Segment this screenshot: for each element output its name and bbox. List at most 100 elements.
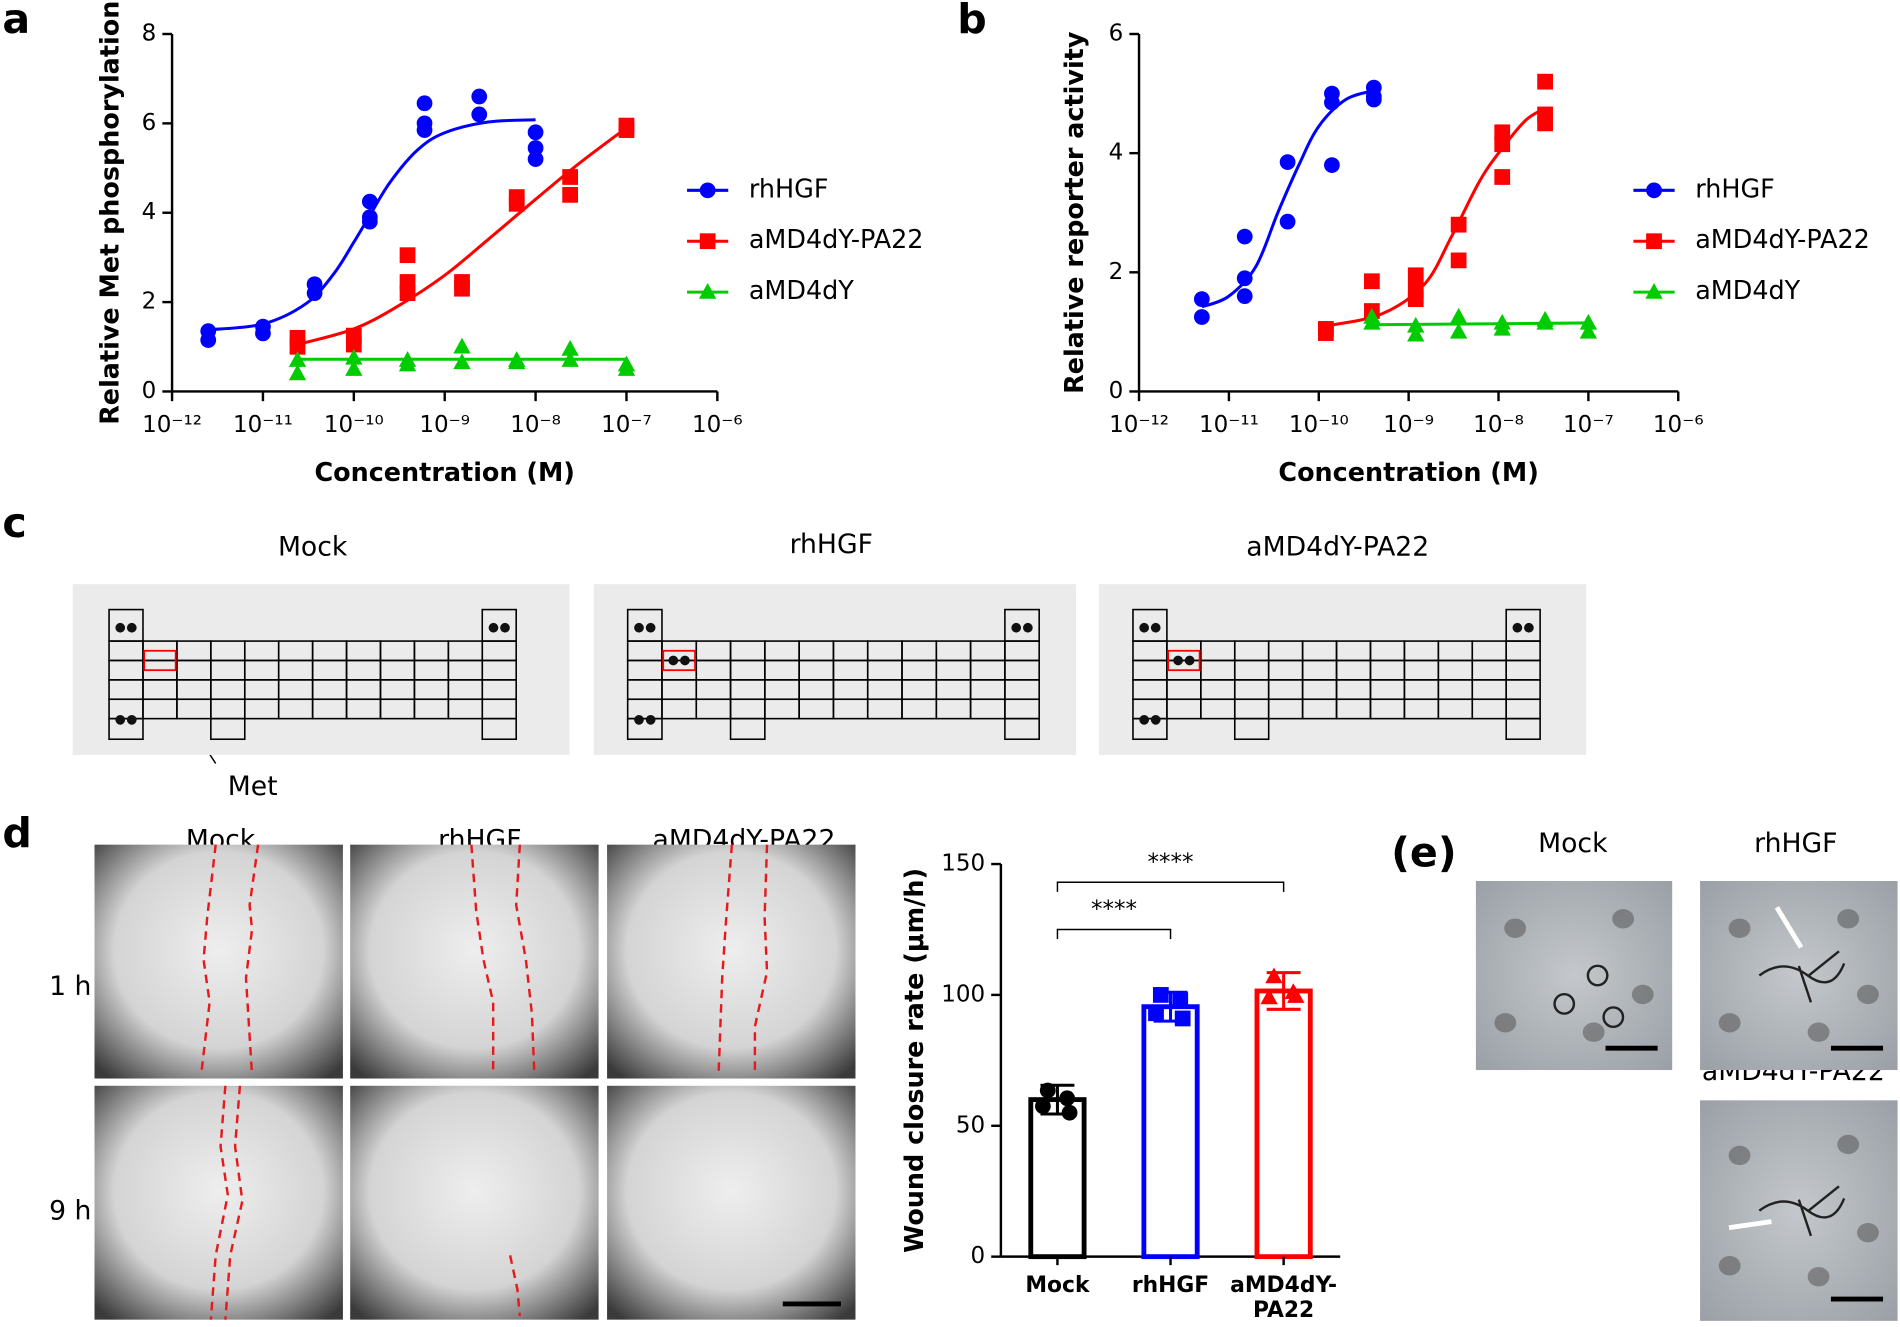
branching-cell: [1758, 1185, 1846, 1237]
data-point: [1279, 213, 1296, 230]
data-point: [1579, 313, 1598, 330]
y-tick-label: 0: [142, 378, 157, 404]
data-point: [561, 351, 579, 367]
array-spot: [1150, 622, 1161, 633]
data-point: [1152, 987, 1169, 1003]
y-tick-label: 4: [142, 199, 157, 225]
data-point: [345, 336, 362, 353]
panel-label: (e): [1391, 829, 1457, 877]
highlight-box: [1167, 649, 1201, 672]
data-point: [471, 106, 488, 123]
callout-label: Met: [228, 771, 278, 802]
wound-edge: [199, 844, 217, 1076]
cell-blob: [1857, 984, 1879, 1005]
data-point: [1287, 987, 1305, 1003]
cell-blob: [1728, 1145, 1751, 1166]
data-point: [289, 338, 306, 355]
array-cell: [1004, 717, 1040, 741]
data-point: [416, 95, 433, 112]
array-cell: [210, 717, 246, 741]
array-spot: [1150, 714, 1161, 725]
wound-edge: [470, 844, 495, 1075]
data-point: [288, 364, 307, 381]
legend-marker: [699, 182, 716, 199]
x-tick-label: 10⁻⁸: [1473, 412, 1524, 438]
data-point: [1061, 1104, 1078, 1121]
panel-label: d: [2, 809, 31, 857]
data-point: [1494, 124, 1511, 141]
x-tick-label: 10⁻⁸: [510, 412, 561, 438]
data-point: [508, 195, 525, 212]
data-point: [1494, 136, 1511, 153]
legend-label: rhHGF: [749, 173, 829, 203]
branching-cell: [1758, 950, 1846, 1003]
y-tick-label: 0: [970, 1243, 985, 1269]
data-point: [399, 247, 416, 264]
data-point: [1324, 157, 1340, 173]
legend-label: aMD4dY-PA22: [1695, 224, 1870, 254]
legend-marker: [1646, 233, 1662, 250]
data-point: [617, 360, 636, 376]
legend-marker: [698, 283, 717, 299]
fit-curve: [1201, 89, 1375, 309]
micrograph: [94, 1085, 343, 1320]
array-cell: [729, 717, 766, 741]
data-point: [453, 337, 471, 354]
legend-label: rhHGF: [1695, 173, 1775, 203]
array-spot: [115, 622, 126, 633]
data-point: [527, 124, 544, 141]
array-spot: [1173, 655, 1183, 666]
array-spot: [634, 714, 644, 725]
data-point: [1236, 270, 1253, 287]
significance-label: ****: [1091, 897, 1137, 923]
y-axis-title: Relative reporter activity: [1059, 31, 1089, 394]
bar: [1141, 1004, 1200, 1260]
x-tick-label: 10⁻⁷: [601, 412, 652, 438]
x-tick-label: 10⁻¹²: [1109, 412, 1169, 438]
y-tick-label: 2: [1109, 259, 1124, 285]
spheroid: [1602, 1006, 1625, 1029]
data-point: [345, 360, 363, 376]
y-tick-label: 2: [142, 289, 157, 315]
data-point: [345, 348, 363, 365]
data-point: [1579, 322, 1598, 339]
x-tick-label-box: aMD4dY-PA22: [1230, 1274, 1337, 1323]
legend-marker: [1646, 182, 1662, 199]
micrograph: [350, 1085, 599, 1320]
legend-marker: [1645, 283, 1663, 299]
data-point: [288, 351, 307, 367]
data-point: [618, 122, 635, 138]
data-point: [1174, 1010, 1191, 1027]
y-tick-label: 50: [956, 1112, 985, 1138]
cell-blob: [1837, 1134, 1860, 1155]
cell-blob: [1612, 909, 1635, 929]
array-spot: [500, 622, 510, 633]
x-tick-label: 10⁻¹⁰: [324, 412, 384, 438]
cell-blob: [1807, 1022, 1830, 1042]
legend-label: aMD4dY-PA22: [749, 224, 924, 254]
array-spot: [1139, 714, 1150, 725]
data-point: [527, 151, 544, 167]
y-tick-label: 8: [142, 21, 157, 47]
array-spot: [1512, 622, 1523, 633]
x-tick-label: 10⁻¹⁰: [1289, 412, 1349, 438]
data-point: [1407, 325, 1425, 342]
array-spot: [115, 714, 126, 725]
data-point: [1172, 992, 1189, 1009]
legend-label: aMD4dY: [749, 275, 854, 305]
data-point: [1193, 291, 1210, 307]
highlight-box: [143, 649, 177, 672]
fit-curve: [1371, 321, 1589, 327]
micrograph: [1700, 881, 1898, 1071]
wound-edge: [753, 844, 769, 1075]
array-label: aMD4dY-PA22: [1246, 531, 1429, 562]
data-point: [454, 280, 470, 297]
legend-marker: [699, 233, 716, 250]
data-point: [200, 332, 217, 348]
wound-edge: [209, 1085, 230, 1320]
highlight-box: [662, 649, 696, 672]
wound-edge: [244, 844, 260, 1075]
arrow: [1728, 1219, 1772, 1231]
data-point: [1449, 307, 1468, 324]
array-spot: [645, 622, 656, 633]
